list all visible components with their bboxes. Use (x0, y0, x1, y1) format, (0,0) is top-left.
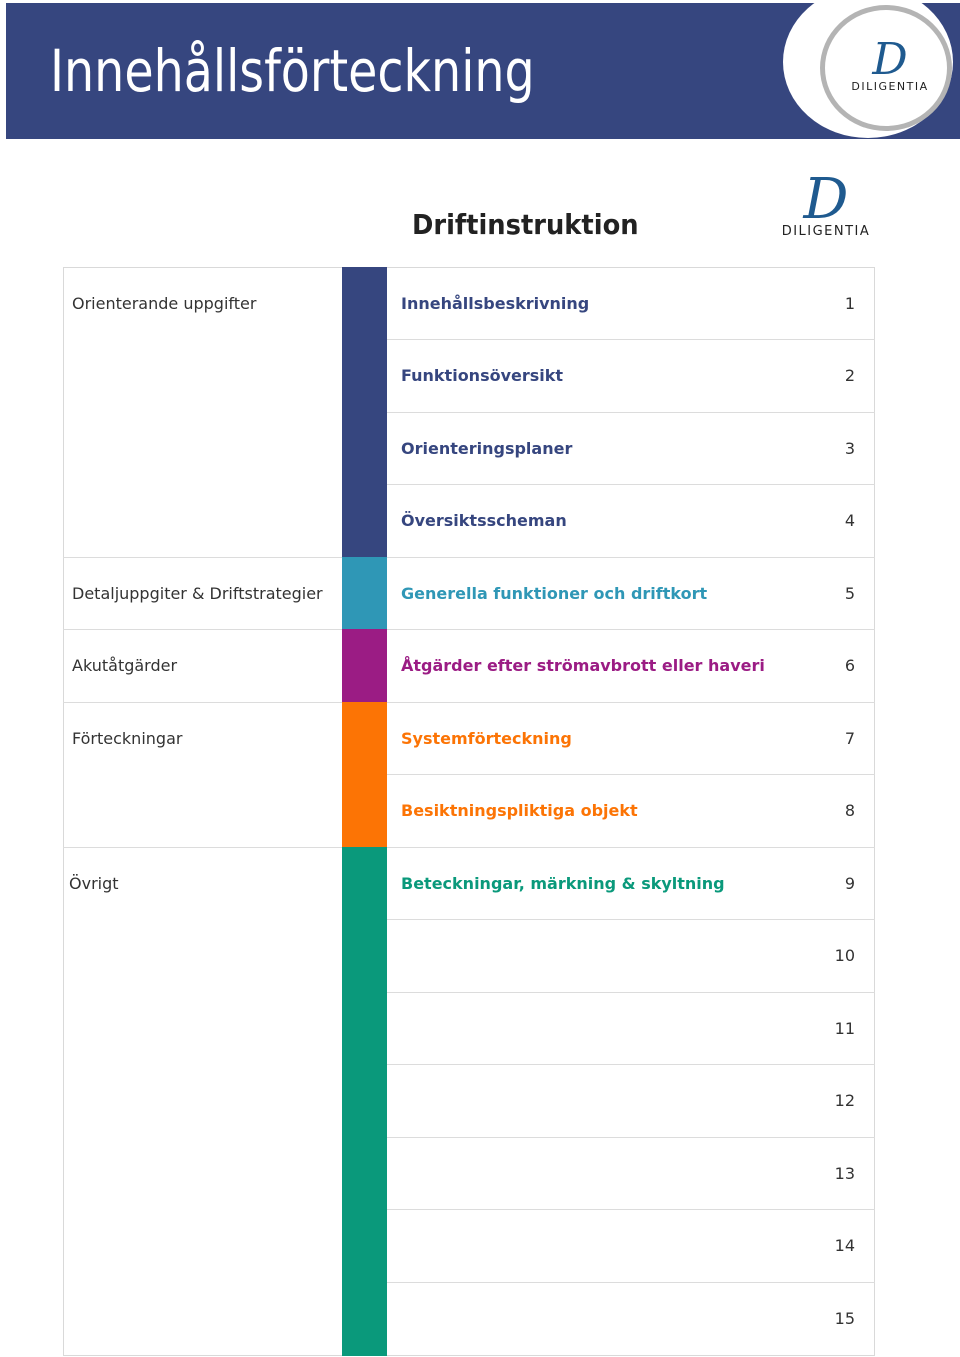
logo-ring (820, 5, 952, 131)
section-bar-ovrigt (342, 847, 387, 1356)
row-divider (387, 1209, 875, 1210)
toc-entry[interactable]: Generella funktioner och driftkort (401, 584, 708, 603)
row-divider (387, 1064, 875, 1065)
toc-entry[interactable]: Besiktningspliktiga objekt (401, 801, 638, 820)
toc-entry[interactable]: Åtgärder efter strömavbrott eller haveri (401, 656, 765, 675)
toc-page-number: 11 (834, 1019, 855, 1038)
section-bar-detalj (342, 557, 387, 629)
section-divider (63, 557, 875, 558)
logo-wordmark: DILIGENTIA (851, 80, 929, 93)
category-orienterande: Orienterande uppgifter (72, 294, 257, 313)
toc-entry[interactable]: Orienteringsplaner (401, 439, 573, 458)
toc-page-number: 14 (834, 1236, 855, 1255)
toc-page-number: 2 (844, 366, 855, 385)
document-title: Driftinstruktion (412, 208, 639, 241)
toc-page-number: 12 (834, 1091, 855, 1110)
logo-wordmark: DILIGENTIA (781, 224, 871, 239)
section-bar-orienterande (342, 267, 387, 557)
row-divider (387, 774, 875, 775)
row-divider (387, 412, 875, 413)
logo-mark-icon: D (803, 167, 849, 232)
section-divider (63, 847, 875, 848)
toc-entry[interactable]: Översiktsscheman (401, 511, 567, 530)
toc-entry[interactable]: Systemförteckning (401, 729, 572, 748)
toc-page-number: 13 (834, 1164, 855, 1183)
category-forteckningar: Förteckningar (72, 729, 183, 748)
toc-entry[interactable]: Funktionsöversikt (401, 366, 564, 385)
header-logo: D DILIGENTIA (840, 34, 940, 94)
row-divider (387, 919, 875, 920)
category-detalj: Detaljuppgiter & Driftstrategier (72, 584, 323, 603)
toc-border (63, 267, 875, 1356)
row-divider (387, 1137, 875, 1138)
category-ovrigt: Övrigt (69, 874, 119, 893)
section-divider (63, 702, 875, 703)
toc-page-number: 4 (844, 511, 855, 530)
row-divider (387, 484, 875, 485)
toc-page-number: 6 (844, 656, 855, 675)
toc-entry[interactable]: Beteckningar, märkning & skyltning (401, 874, 725, 893)
toc-table: Orienterande uppgifter Detaljuppgiter & … (63, 267, 875, 1356)
toc-page-number: 9 (844, 874, 855, 893)
row-divider (387, 339, 875, 340)
toc-page-number: 3 (844, 439, 855, 458)
page-title: Innehållsförteckning (50, 37, 535, 105)
toc-page-number: 10 (834, 946, 855, 965)
row-divider (387, 992, 875, 993)
toc-page-number: 1 (844, 294, 855, 313)
toc-page-number: 8 (844, 801, 855, 820)
section-bar-akut (342, 629, 387, 702)
toc-page-number: 15 (834, 1309, 855, 1328)
toc-page-number: 5 (844, 584, 855, 603)
document-logo: D DILIGENTIA (770, 167, 882, 240)
category-akut: Akutåtgärder (72, 656, 178, 675)
row-divider (387, 1282, 875, 1283)
toc-page-number: 7 (844, 729, 855, 748)
section-bar-forteckningar (342, 702, 387, 847)
toc-entry[interactable]: Innehållsbeskrivning (401, 294, 590, 313)
logo-mark-icon: D (872, 34, 908, 85)
section-divider (63, 629, 875, 630)
